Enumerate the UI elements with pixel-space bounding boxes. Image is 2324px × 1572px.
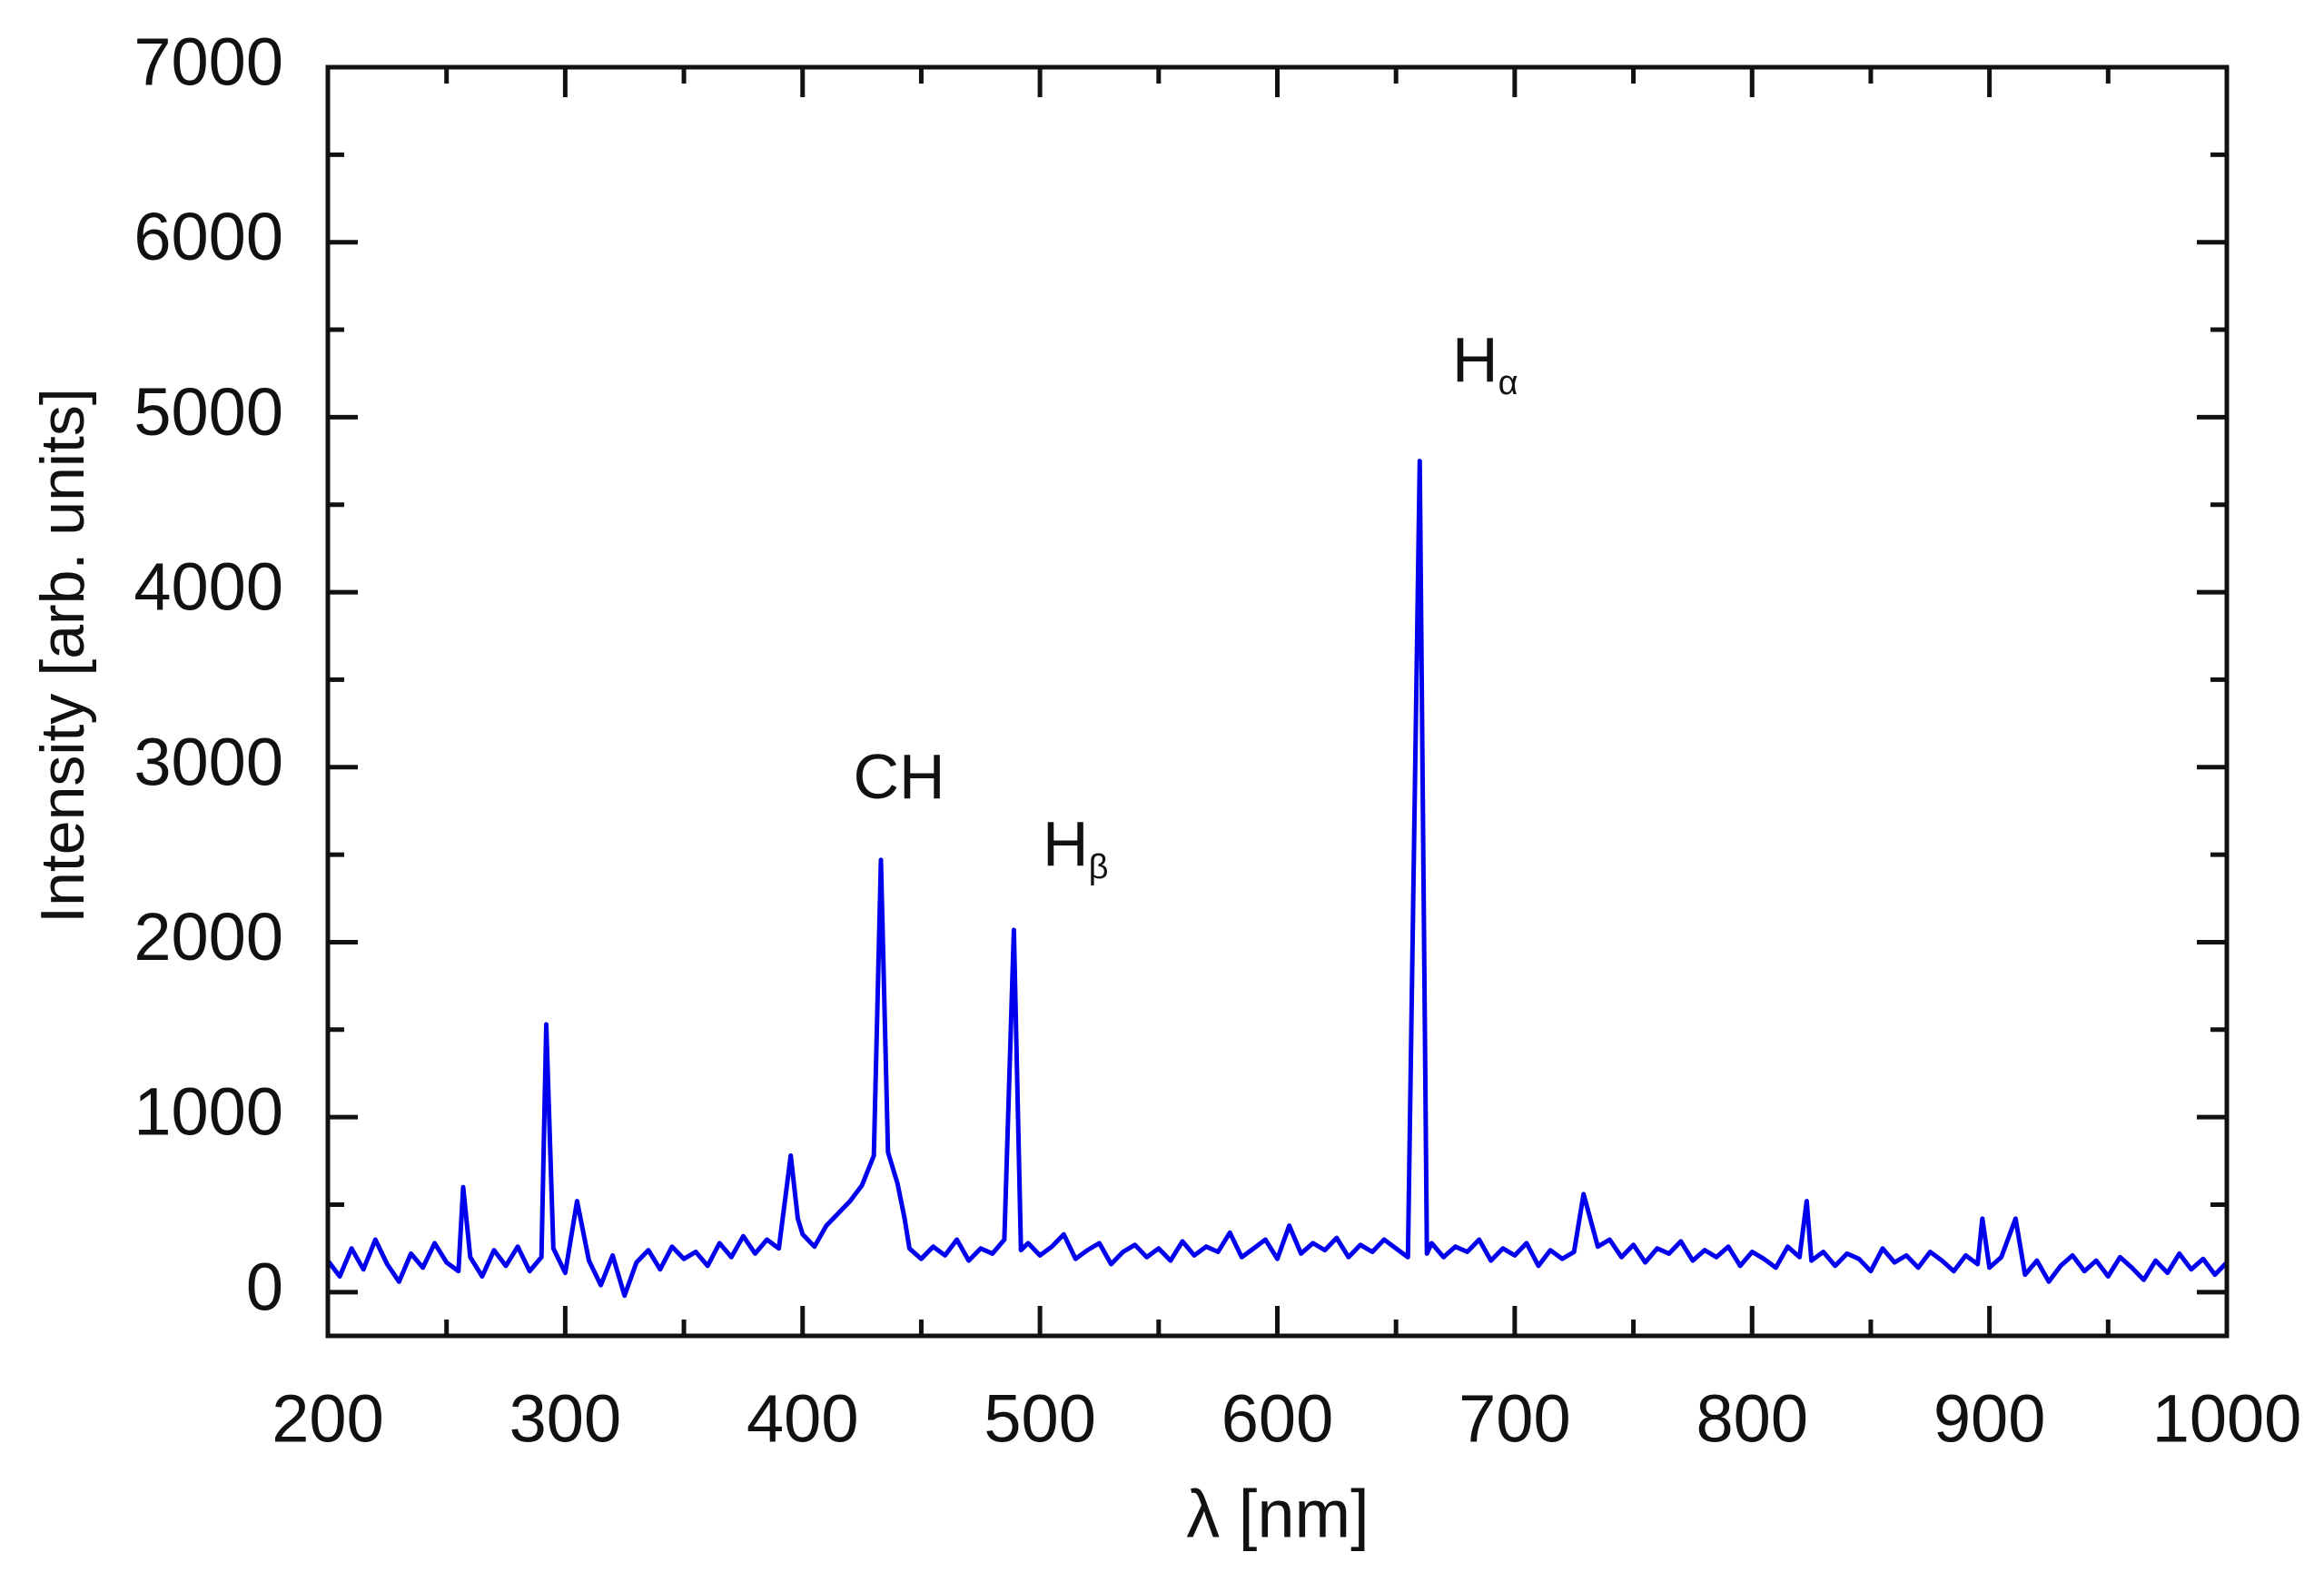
annotation-text: H [1043,808,1089,879]
x-tick-label: 1000 [2152,1381,2302,1457]
x-tick-label: 500 [984,1381,1095,1457]
x-axis-label: λ [nm] [1186,1477,1369,1552]
x-tick-label: 900 [1933,1381,2045,1457]
peak-annotation: Hβ [1043,808,1108,886]
x-tick-label: 300 [509,1381,621,1457]
y-tick-label: 7000 [134,25,283,100]
y-tick-label: 4000 [134,549,283,625]
x-tick-label: 600 [1221,1381,1333,1457]
annotation-subscript: α [1498,364,1518,402]
y-tick-label: 0 [246,1249,283,1324]
plot-frame [325,64,2230,1339]
y-axis-label: Intensity [arb. units] [28,388,97,924]
annotation-text: CH [853,741,944,812]
y-tick-label: 6000 [134,199,283,274]
y-tick-label: 1000 [134,1074,283,1150]
peak-annotation: CH [853,741,944,812]
y-tick-label: 5000 [134,374,283,450]
x-tick-label: 800 [1696,1381,1808,1457]
peak-annotation: Hα [1452,324,1518,402]
annotation-text: H [1452,324,1498,395]
y-tick-label: 2000 [134,899,283,974]
x-tick-label: 400 [747,1381,858,1457]
x-tick-label: 200 [272,1381,383,1457]
annotation-subscript: β [1089,848,1109,886]
x-tick-label: 700 [1459,1381,1570,1457]
y-tick-label: 3000 [134,724,283,799]
spectrum-line [326,459,2229,1299]
